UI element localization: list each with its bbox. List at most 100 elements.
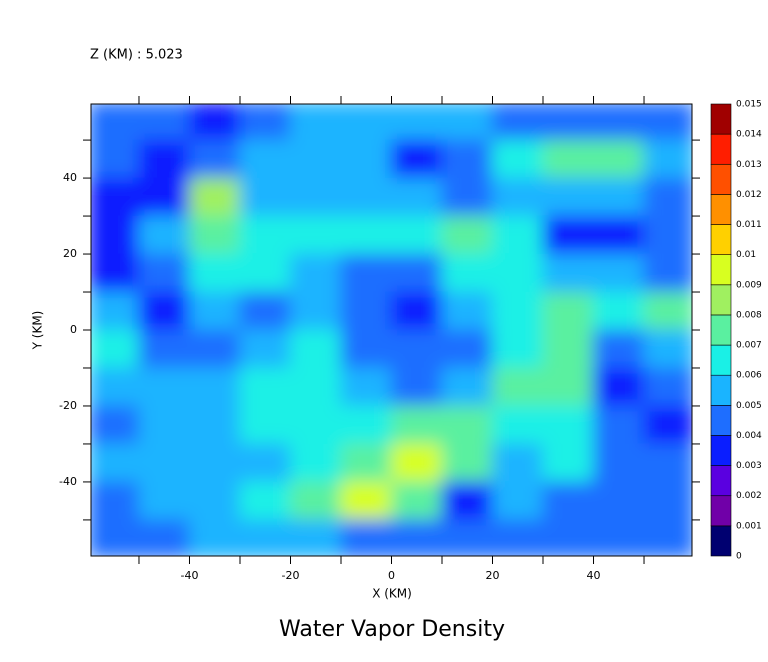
contour-cell xyxy=(188,405,241,445)
x-tick-label: -40 xyxy=(180,569,198,582)
colorbar-label: 0.005 xyxy=(736,401,762,411)
contour-cell xyxy=(643,519,692,556)
colorbar-label: 0.011 xyxy=(736,220,762,230)
colorbar-label: 0.014 xyxy=(736,130,762,140)
colorbar-bin xyxy=(710,163,732,195)
contour-cell xyxy=(492,329,544,369)
contour-cell xyxy=(340,104,392,141)
contour-cell xyxy=(391,519,443,556)
contour-cell xyxy=(138,139,190,179)
contour-cell xyxy=(138,215,190,255)
contour-cell xyxy=(188,481,241,521)
contour-cell xyxy=(91,104,140,141)
colorbar-label: 0.001 xyxy=(736,521,762,531)
colorbar: 0 0.001 0.002 0.003 0.004 0.005 0.006 0.007 0.00… xyxy=(710,100,762,562)
contour-cell xyxy=(441,443,494,483)
contour-cell xyxy=(643,481,692,521)
contour-cell xyxy=(391,177,443,217)
contour-cell xyxy=(391,481,443,521)
contour-cell xyxy=(188,367,241,407)
contour-cell xyxy=(188,215,241,255)
contour-cell xyxy=(91,139,140,179)
contour-cell xyxy=(138,253,190,293)
colorbar-label: 0.013 xyxy=(736,160,762,170)
contour-cell xyxy=(441,177,494,217)
colorbar-label: 0.004 xyxy=(736,431,762,441)
contour-cell xyxy=(239,329,291,369)
contour-cell xyxy=(138,519,190,556)
contour-cell xyxy=(91,443,140,483)
contour-cell xyxy=(91,367,140,407)
contour-cell xyxy=(239,253,291,293)
y-tick-label: -20 xyxy=(59,399,77,412)
contour-cell xyxy=(188,139,241,179)
contour-cell xyxy=(542,329,595,369)
contour-cell xyxy=(593,481,645,521)
contour-cell xyxy=(188,443,241,483)
contour-cell xyxy=(91,329,140,369)
contour-cell xyxy=(391,291,443,331)
contour-cell xyxy=(441,139,494,179)
contour-cell xyxy=(441,329,494,369)
contour-cell xyxy=(188,519,241,556)
contour-cell xyxy=(340,291,392,331)
colorbar-label: 0.008 xyxy=(736,310,762,320)
colorbar-bin xyxy=(710,254,732,286)
x-tick-label: 20 xyxy=(486,569,500,582)
contour-cell xyxy=(542,519,595,556)
contour-cell xyxy=(643,405,692,445)
contour-cell xyxy=(138,405,190,445)
contour-cell xyxy=(643,215,692,255)
contour-cell xyxy=(188,253,241,293)
contour-cell xyxy=(340,367,392,407)
contour-cell xyxy=(289,104,342,141)
contour-cell xyxy=(391,443,443,483)
contour-cell xyxy=(340,177,392,217)
colorbar-label: 0.003 xyxy=(736,461,762,471)
contour-cell xyxy=(138,104,190,141)
contour-cell xyxy=(340,405,392,445)
contour-cell xyxy=(542,443,595,483)
contour-cell xyxy=(593,405,645,445)
contour-cell xyxy=(441,104,494,141)
contour-cell xyxy=(492,443,544,483)
colorbar-label: 0.01 xyxy=(736,250,756,260)
contour-cell xyxy=(391,405,443,445)
contour-cell xyxy=(391,104,443,141)
colorbar-label: 0.009 xyxy=(736,280,762,290)
contour-cell xyxy=(542,481,595,521)
contour-cell xyxy=(593,443,645,483)
contour-cell xyxy=(593,104,645,141)
contour-cell xyxy=(492,104,544,141)
colorbar-bin xyxy=(710,465,732,497)
contour-cell xyxy=(441,215,494,255)
contour-cell xyxy=(643,139,692,179)
chart-title: Water Vapor Density xyxy=(279,617,505,642)
x-tick-label: -20 xyxy=(282,569,300,582)
contour-cell xyxy=(239,104,291,141)
x-tick-label: 0 xyxy=(388,569,395,582)
contour-cell xyxy=(542,177,595,217)
colorbar-bin xyxy=(710,525,732,557)
contour-cell xyxy=(391,215,443,255)
colorbar-bin xyxy=(710,374,732,406)
contour-cell xyxy=(91,177,140,217)
contour-cell xyxy=(492,481,544,521)
contour-cell xyxy=(239,215,291,255)
contour-cell xyxy=(188,177,241,217)
contour-cell xyxy=(289,367,342,407)
contour-cell xyxy=(593,253,645,293)
contour-cell xyxy=(542,104,595,141)
y-tick-label: 20 xyxy=(63,247,77,260)
contour-cell xyxy=(340,519,392,556)
contour-cell xyxy=(239,177,291,217)
colorbar-label: 0.002 xyxy=(736,491,762,501)
contour-cell xyxy=(542,139,595,179)
contour-cell xyxy=(91,291,140,331)
contour-cell xyxy=(340,481,392,521)
contour-cell xyxy=(91,215,140,255)
colorbar-bin xyxy=(710,103,732,135)
colorbar-bin xyxy=(710,495,732,527)
contour-cell xyxy=(340,215,392,255)
